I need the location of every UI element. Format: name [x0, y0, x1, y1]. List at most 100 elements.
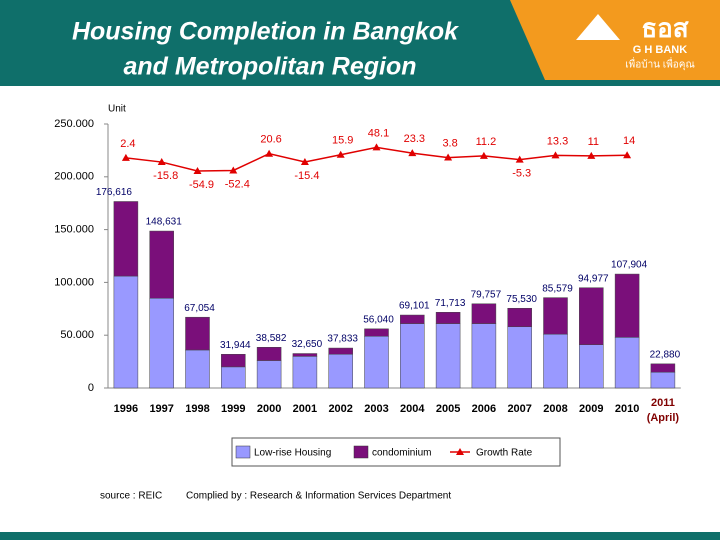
- x-tick-label: 2006: [471, 403, 497, 415]
- x-tick-label: 1999: [221, 403, 246, 415]
- bar-segment: [650, 363, 676, 373]
- total-label: 38,582: [256, 333, 287, 344]
- bar-segment: [471, 303, 497, 324]
- bar-segment: [292, 353, 318, 357]
- growth-label: 3.8: [442, 137, 457, 149]
- bar-segment: [221, 366, 246, 389]
- bar-segment: [221, 354, 246, 368]
- bar-segment: [113, 201, 139, 277]
- legend-label: Low-rise Housing: [254, 448, 331, 459]
- bar-segment: [256, 347, 282, 361]
- total-label: 85,579: [542, 283, 573, 294]
- x-tick-label: 2002: [328, 403, 353, 415]
- bar-segment: [400, 323, 425, 389]
- header-teal: [0, 0, 545, 80]
- bar-segment: [614, 273, 640, 338]
- growth-label: -15.4: [294, 170, 319, 182]
- x-tick-label: 2000: [256, 403, 282, 415]
- growth-marker: [444, 153, 453, 161]
- growth-marker: [157, 158, 166, 166]
- growth-marker: [623, 151, 632, 159]
- growth-label: 11.2: [476, 136, 497, 148]
- total-label: 107,904: [611, 260, 648, 271]
- title: Housing Completion in Bangkok: [72, 18, 459, 46]
- total-label: 32,650: [292, 339, 323, 350]
- bar-segment: [185, 316, 210, 351]
- bar-segment: [328, 347, 353, 355]
- legend-marker: [456, 448, 464, 455]
- growth-label: -15.8: [153, 170, 178, 182]
- legend-label: condominium: [372, 448, 431, 459]
- x-tick-label: 2003: [364, 403, 389, 415]
- x-tick-label: 2008: [543, 403, 568, 415]
- bar-segment: [435, 323, 461, 389]
- growth-marker: [551, 151, 560, 159]
- bar-segment: [185, 349, 210, 389]
- growth-marker: [265, 149, 274, 157]
- compiled: Complied by : Research & Information Ser…: [186, 491, 451, 502]
- logo-icon: [576, 14, 620, 40]
- growth-label: -5.3: [512, 168, 531, 180]
- y-unit: Unit: [108, 104, 126, 115]
- bar-segment: [471, 323, 497, 389]
- x-tick-label: 2010: [614, 403, 640, 415]
- total-label: 71,713: [435, 298, 466, 309]
- total-label: 148,631: [146, 217, 183, 228]
- y-tick-label: 150.000: [54, 224, 94, 236]
- growth-label: 2.4: [120, 138, 135, 150]
- growth-label: 15.9: [332, 135, 353, 147]
- logo-bank: G H BANK: [633, 44, 687, 56]
- bar-segment: [292, 356, 318, 389]
- y-tick-label: 250.000: [54, 118, 94, 130]
- header-stripe: [0, 80, 720, 86]
- total-label: 176,616: [96, 187, 133, 198]
- y-tick-label: 200.000: [54, 171, 94, 183]
- growth-marker: [229, 166, 238, 174]
- total-label: 22,880: [650, 349, 681, 360]
- growth-label: 14: [623, 135, 635, 147]
- bar-segment: [650, 371, 676, 389]
- growth-marker: [372, 143, 381, 151]
- x-tick-label: 2009: [579, 403, 604, 415]
- legend-swatch: [235, 445, 251, 459]
- growth-marker: [587, 151, 596, 159]
- growth-line: [125, 146, 628, 172]
- legend-box: [231, 437, 561, 467]
- bar-segment: [579, 287, 604, 345]
- growth-marker: [336, 150, 345, 158]
- x-tick-label: 2004: [400, 403, 425, 415]
- source: source : REIC: [100, 491, 162, 502]
- bar-segment: [256, 360, 282, 389]
- bar-segment: [543, 333, 568, 389]
- growth-label: 23.3: [404, 133, 425, 145]
- x-tick-label: 1996: [113, 403, 139, 415]
- bar-segment: [507, 307, 532, 328]
- growth-label: 13.3: [547, 135, 568, 147]
- bar-segment: [543, 297, 568, 335]
- legend-label: Growth Rate: [476, 448, 533, 459]
- x-tick-label: 1997: [149, 403, 174, 415]
- footer-stripe: [0, 532, 720, 540]
- growth-label: -52.4: [225, 178, 250, 190]
- bar-segment: [364, 336, 389, 389]
- total-label: 37,833: [327, 334, 358, 345]
- x-tick-label: 2007: [507, 403, 532, 415]
- growth-label: -54.9: [189, 179, 214, 191]
- bar-segment: [507, 326, 532, 389]
- growth-marker: [515, 155, 524, 163]
- total-label: 56,040: [363, 314, 394, 325]
- growth-label: 11: [588, 136, 599, 148]
- growth-marker: [479, 151, 488, 159]
- bar-segment: [328, 353, 353, 389]
- x-tick-label: 1998: [185, 403, 210, 415]
- bar-segment: [364, 328, 389, 337]
- legend-swatch: [353, 445, 369, 459]
- growth-label: 48.1: [368, 127, 389, 139]
- total-label: 94,977: [578, 273, 609, 284]
- bar-segment: [614, 337, 640, 389]
- total-label: 75,530: [506, 294, 537, 305]
- growth-label: 20.6: [260, 134, 281, 146]
- bar-segment: [149, 230, 174, 299]
- total-label: 79,757: [471, 289, 502, 300]
